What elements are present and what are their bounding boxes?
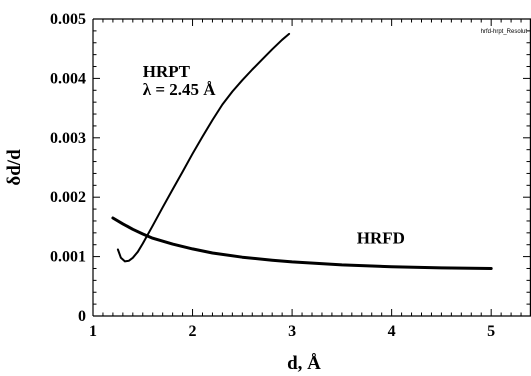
annotation-label: HRPT [143, 62, 191, 81]
y-tick-label: 0 [78, 308, 86, 325]
x-tick-label: 5 [487, 323, 495, 340]
plot-area: 1 2 3 4 5 0 0.001 0.002 0.003 0.004 0.005 d, Å δd/d h… [4, 11, 531, 374]
corner-label: hrfd-hrpt_Resolut [481, 29, 528, 35]
x-tick-label: 1 [89, 323, 97, 340]
y-tick-label: 0.005 [50, 11, 86, 28]
x-tick-label: 2 [189, 323, 197, 340]
y-tick-label: 0.003 [50, 130, 86, 147]
y-tick-label: 0.002 [50, 189, 86, 206]
x-tick-label: 3 [288, 323, 296, 340]
series-line-hrpt [116, 32, 291, 263]
y-tick-label: 0.004 [50, 70, 86, 87]
annotation-label: HRFD [357, 229, 405, 248]
annotation-label: λ = 2.45 Å [143, 80, 217, 99]
series-line-hrfd [111, 216, 493, 270]
x-axis-title: d, Å [287, 353, 321, 374]
y-tick-label: 0.001 [50, 249, 86, 266]
x-tick-label: 4 [388, 323, 396, 340]
y-axis-title: δd/d [4, 149, 25, 186]
